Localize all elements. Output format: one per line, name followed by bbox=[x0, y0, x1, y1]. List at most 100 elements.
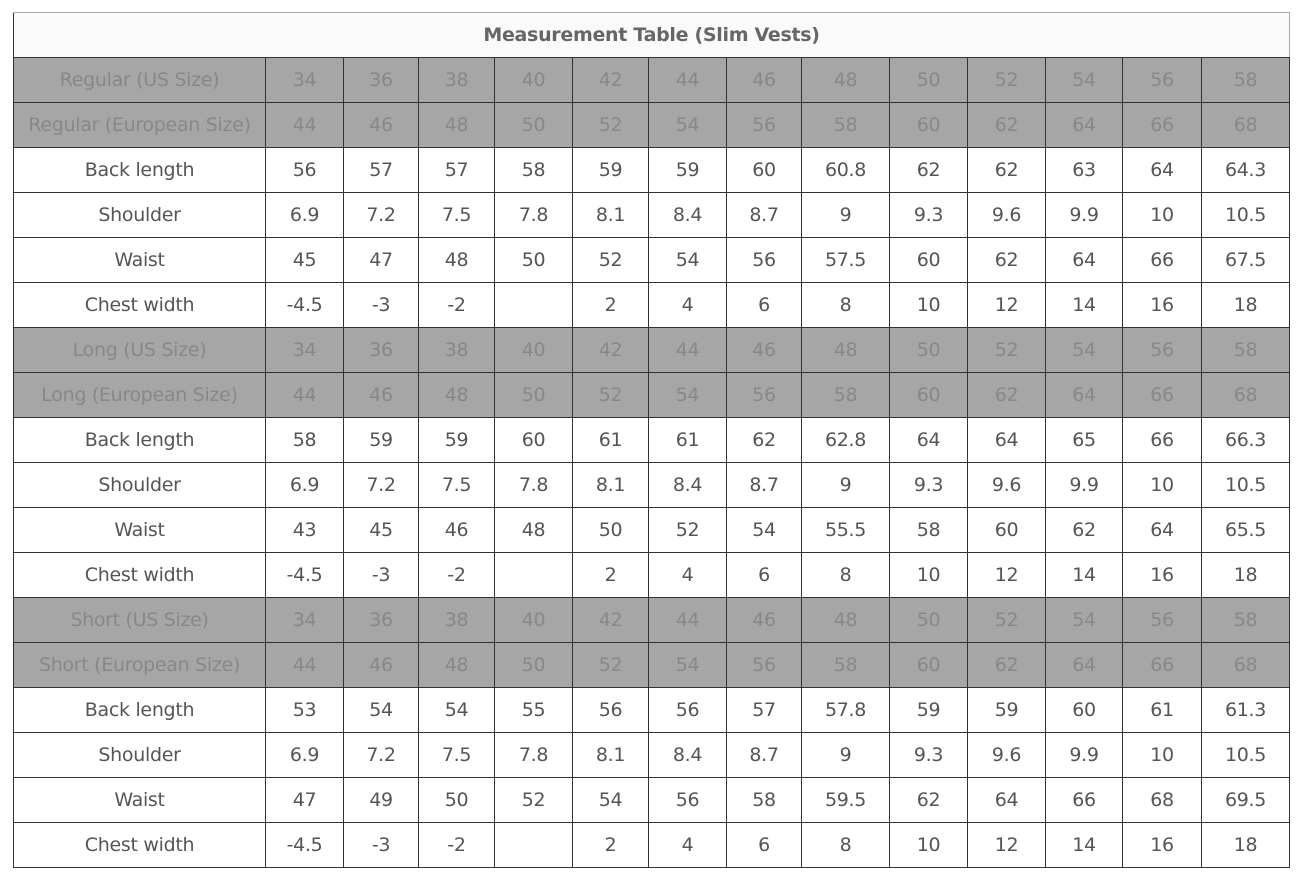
table-cell: 64 bbox=[967, 777, 1046, 823]
table-cell: 7.8 bbox=[494, 732, 573, 778]
table-cell: 8.1 bbox=[572, 732, 649, 778]
measurement-row: Shoulder 6.9 7.2 7.5 7.8 8.1 8.4 8.7 9 9.3 9.6 9.9 1… bbox=[13, 462, 1290, 508]
table-cell: 45 bbox=[343, 507, 419, 553]
table-cell: 49 bbox=[343, 777, 419, 823]
table-cell: 12 bbox=[967, 552, 1046, 598]
table-cell: 68 bbox=[1201, 372, 1290, 418]
table-cell: 62 bbox=[1045, 507, 1123, 553]
table-cell: 10.5 bbox=[1201, 462, 1290, 508]
table-cell: 36 bbox=[343, 597, 419, 643]
table-cell: 58 bbox=[726, 777, 802, 823]
table-cell: 50 bbox=[494, 642, 573, 688]
measurement-row: Chest width -4.5 -3 -2 2 4 6 8 10 12 14 16 18 bbox=[13, 822, 1290, 868]
table-cell: -4.5 bbox=[265, 552, 344, 598]
table-cell: 66.3 bbox=[1201, 417, 1290, 463]
table-cell: 54 bbox=[648, 102, 727, 148]
table-cell: -3 bbox=[343, 282, 419, 328]
table-cell: 42 bbox=[572, 327, 649, 373]
table-cell: 9.9 bbox=[1045, 192, 1123, 238]
table-cell: 52 bbox=[648, 507, 727, 553]
table-cell: -2 bbox=[418, 552, 495, 598]
table-cell: -2 bbox=[418, 822, 495, 868]
row-label: Short (European Size) bbox=[13, 642, 266, 688]
table-cell: 8.1 bbox=[572, 462, 649, 508]
table-cell: 62 bbox=[967, 102, 1046, 148]
table-cell: 6.9 bbox=[265, 462, 344, 508]
table-cell: 64 bbox=[1122, 147, 1202, 193]
table-cell: 16 bbox=[1122, 822, 1202, 868]
table-cell: 6 bbox=[726, 822, 802, 868]
table-cell: 10.5 bbox=[1201, 192, 1290, 238]
row-label: Back length bbox=[13, 147, 266, 193]
row-label: Waist bbox=[13, 777, 266, 823]
table-cell: 52 bbox=[967, 57, 1046, 103]
table-cell: 18 bbox=[1201, 552, 1290, 598]
measurement-row: Back length 58 59 59 60 61 61 62 62.8 64 64 65 66 66.… bbox=[13, 417, 1290, 463]
row-label: Long (US Size) bbox=[13, 327, 266, 373]
table-cell: 50 bbox=[494, 102, 573, 148]
table-cell: 48 bbox=[801, 597, 890, 643]
table-cell: 54 bbox=[1045, 327, 1123, 373]
row-label: Chest width bbox=[13, 552, 266, 598]
table-cell: 61.3 bbox=[1201, 687, 1290, 733]
table-cell: 50 bbox=[494, 372, 573, 418]
table-cell: 58 bbox=[1201, 597, 1290, 643]
table-cell: 42 bbox=[572, 57, 649, 103]
table-cell: 9.6 bbox=[967, 192, 1046, 238]
table-cell: 56 bbox=[726, 102, 802, 148]
table-cell: 65.5 bbox=[1201, 507, 1290, 553]
table-cell: 38 bbox=[418, 327, 495, 373]
table-cell: 52 bbox=[967, 327, 1046, 373]
table-cell: -4.5 bbox=[265, 822, 344, 868]
table-cell: 47 bbox=[343, 237, 419, 283]
table-cell: 7.8 bbox=[494, 192, 573, 238]
table-title: Measurement Table (Slim Vests) bbox=[13, 12, 1290, 58]
table-cell: 48 bbox=[418, 372, 495, 418]
measurement-row: Back length 53 54 54 55 56 56 57 57.8 59 59 60 61 61.… bbox=[13, 687, 1290, 733]
table-cell: 6.9 bbox=[265, 732, 344, 778]
table-cell: 14 bbox=[1045, 552, 1123, 598]
table-cell: 9 bbox=[801, 732, 890, 778]
table-cell: 10 bbox=[889, 822, 968, 868]
size-header-row: Short (US Size) 34 36 38 40 42 44 46 48 50 52 54 56 5… bbox=[13, 597, 1290, 643]
table-cell: 10 bbox=[1122, 462, 1202, 508]
table-cell: 2 bbox=[572, 552, 649, 598]
table-cell: 50 bbox=[889, 597, 968, 643]
table-cell: 68 bbox=[1122, 777, 1202, 823]
table-cell: 60 bbox=[726, 147, 802, 193]
table-cell: 9.6 bbox=[967, 462, 1046, 508]
table-cell: 46 bbox=[343, 102, 419, 148]
table-cell: 9.3 bbox=[889, 192, 968, 238]
table-cell: 58 bbox=[801, 102, 890, 148]
table-cell: 7.5 bbox=[418, 732, 495, 778]
table-cell: 42 bbox=[572, 597, 649, 643]
table-cell: 9.9 bbox=[1045, 732, 1123, 778]
table-cell: 8.4 bbox=[648, 732, 727, 778]
table-cell: 8 bbox=[801, 552, 890, 598]
table-cell: 7.5 bbox=[418, 192, 495, 238]
table-cell: 6 bbox=[726, 282, 802, 328]
table-cell: 52 bbox=[572, 642, 649, 688]
table-cell: 54 bbox=[343, 687, 419, 733]
table-cell: 4 bbox=[648, 552, 727, 598]
table-cell: 43 bbox=[265, 507, 344, 553]
table-cell: 56 bbox=[1122, 327, 1202, 373]
table-cell: 40 bbox=[494, 57, 573, 103]
table-cell: 58 bbox=[1201, 57, 1290, 103]
table-cell: 64 bbox=[1045, 372, 1123, 418]
table-cell: 57 bbox=[343, 147, 419, 193]
table-cell: 59 bbox=[967, 687, 1046, 733]
table-cell: 48 bbox=[418, 102, 495, 148]
table-cell: 8.4 bbox=[648, 192, 727, 238]
table-cell: 9.9 bbox=[1045, 462, 1123, 508]
table-cell: 34 bbox=[265, 57, 344, 103]
table-cell: 46 bbox=[343, 642, 419, 688]
table-cell: 34 bbox=[265, 327, 344, 373]
table-cell: 47 bbox=[265, 777, 344, 823]
table-cell: 62.8 bbox=[801, 417, 890, 463]
table-cell: 6.9 bbox=[265, 192, 344, 238]
table-cell: 60 bbox=[889, 102, 968, 148]
table-cell: 56 bbox=[648, 687, 727, 733]
table-cell: 44 bbox=[648, 57, 727, 103]
table-cell: 64 bbox=[1045, 237, 1123, 283]
